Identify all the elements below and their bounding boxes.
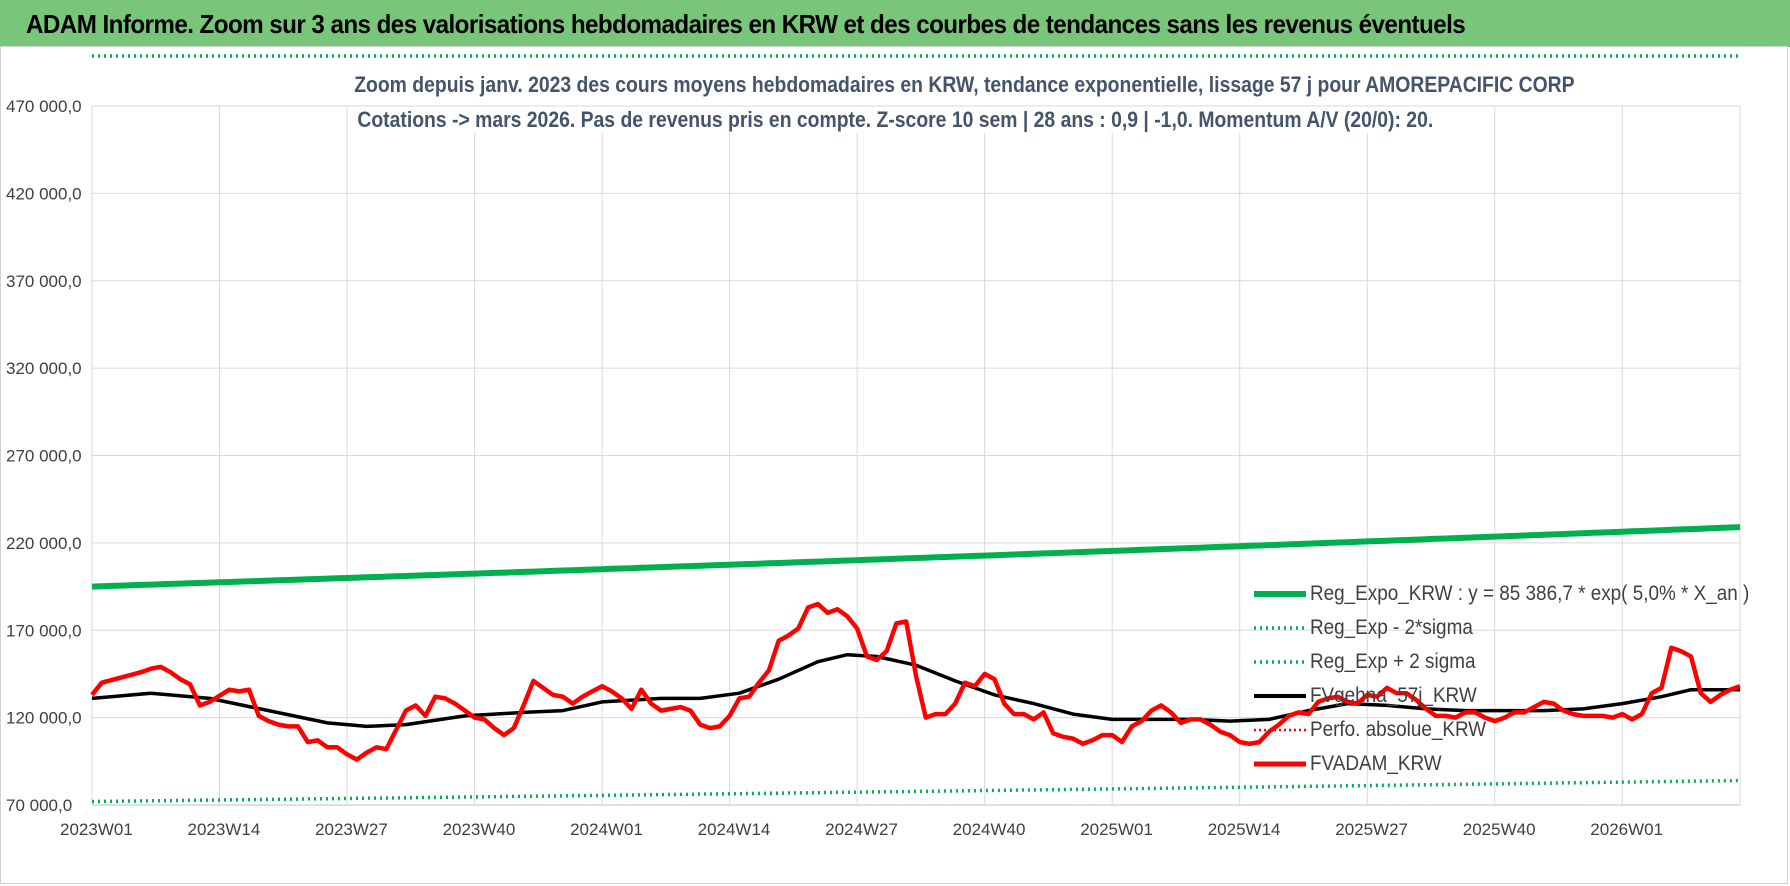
legend-swatch-reg-expo bbox=[1254, 591, 1306, 597]
x-tick-label: 2025W40 bbox=[1463, 820, 1536, 839]
report-title: ADAM Informe. Zoom sur 3 ans des valoris… bbox=[26, 9, 1466, 39]
legend-label-perfo-absolue: Perfo. absolue_KRW bbox=[1310, 718, 1487, 741]
x-tick-label: 2023W14 bbox=[188, 820, 261, 839]
x-tick-label: 2025W27 bbox=[1335, 820, 1408, 839]
legend-label-reg-exp-minus: Reg_Exp - 2*sigma bbox=[1310, 616, 1473, 639]
y-axis-tick-labels: 70 000,0 120 000,0 170 000,0 220 000,0 270 0… bbox=[6, 97, 82, 815]
chart-title-line-2: Cotations -> mars 2026. Pas de revenus p… bbox=[265, 107, 1525, 133]
legend-swatch-fvgehna bbox=[1254, 694, 1306, 698]
legend-label-fvgehna: FVgehna_57j_KRW bbox=[1310, 684, 1477, 707]
y-tick-label: 70 000,0 bbox=[6, 796, 72, 815]
x-tick-label: 2025W01 bbox=[1080, 820, 1153, 839]
y-tick-label: 220 000,0 bbox=[6, 534, 82, 553]
chart-title-line-1-text: Zoom depuis janv. 2023 des cours moyens … bbox=[348, 72, 1580, 98]
y-tick-label: 320 000,0 bbox=[6, 359, 82, 378]
legend-swatch-fvadam bbox=[1254, 761, 1306, 767]
y-tick-label: 170 000,0 bbox=[6, 621, 82, 640]
x-tick-label: 2024W01 bbox=[570, 820, 643, 839]
x-tick-label: 2023W27 bbox=[315, 820, 388, 839]
grid-lines bbox=[91, 105, 1741, 806]
legend-label-reg-exp-plus: Reg_Exp + 2 sigma bbox=[1310, 650, 1476, 673]
y-tick-label: 120 000,0 bbox=[6, 709, 82, 728]
chart-title-line-1: Zoom depuis janv. 2023 des cours moyens … bbox=[265, 72, 1580, 98]
legend-label-reg-expo: Reg_Expo_KRW : y = 85 386,7 * exp( 5,0% … bbox=[1310, 582, 1750, 605]
series-reg-exp-minus-2sigma bbox=[91, 778, 1741, 804]
legend-swatch-perfo-absolue bbox=[1254, 728, 1306, 732]
x-tick-label: 2023W40 bbox=[443, 820, 516, 839]
legend-label-fvadam: FVADAM_KRW bbox=[1310, 752, 1442, 775]
series-fvadam bbox=[90, 601, 1741, 762]
legend-swatch-reg-exp-minus bbox=[1254, 626, 1306, 630]
y-tick-label: 270 000,0 bbox=[6, 447, 82, 466]
x-tick-label: 2024W40 bbox=[953, 820, 1026, 839]
legend-swatch-reg-exp-plus bbox=[1254, 660, 1306, 664]
x-tick-label: 2025W14 bbox=[1208, 820, 1281, 839]
chart-title-line-2-text: Cotations -> mars 2026. Pas de revenus p… bbox=[351, 107, 1439, 133]
x-tick-label: 2026W01 bbox=[1590, 820, 1663, 839]
x-tick-label: 2024W14 bbox=[698, 820, 771, 839]
series-reg-expo bbox=[91, 524, 1741, 590]
y-tick-label: 370 000,0 bbox=[6, 272, 82, 291]
y-tick-label: 420 000,0 bbox=[6, 184, 82, 203]
y-tick-label: 470 000,0 bbox=[6, 97, 82, 116]
series-lines bbox=[90, 54, 1741, 804]
report-banner: ADAM Informe. Zoom sur 3 ans des valoris… bbox=[0, 0, 1790, 47]
chart-frame bbox=[0, 46, 1788, 884]
x-axis-tick-labels: 2023W01 2023W14 2023W27 2023W40 2024W01 2024W… bbox=[60, 820, 1663, 839]
x-tick-label: 2023W01 bbox=[60, 820, 133, 839]
x-tick-label: 2024W27 bbox=[825, 820, 898, 839]
